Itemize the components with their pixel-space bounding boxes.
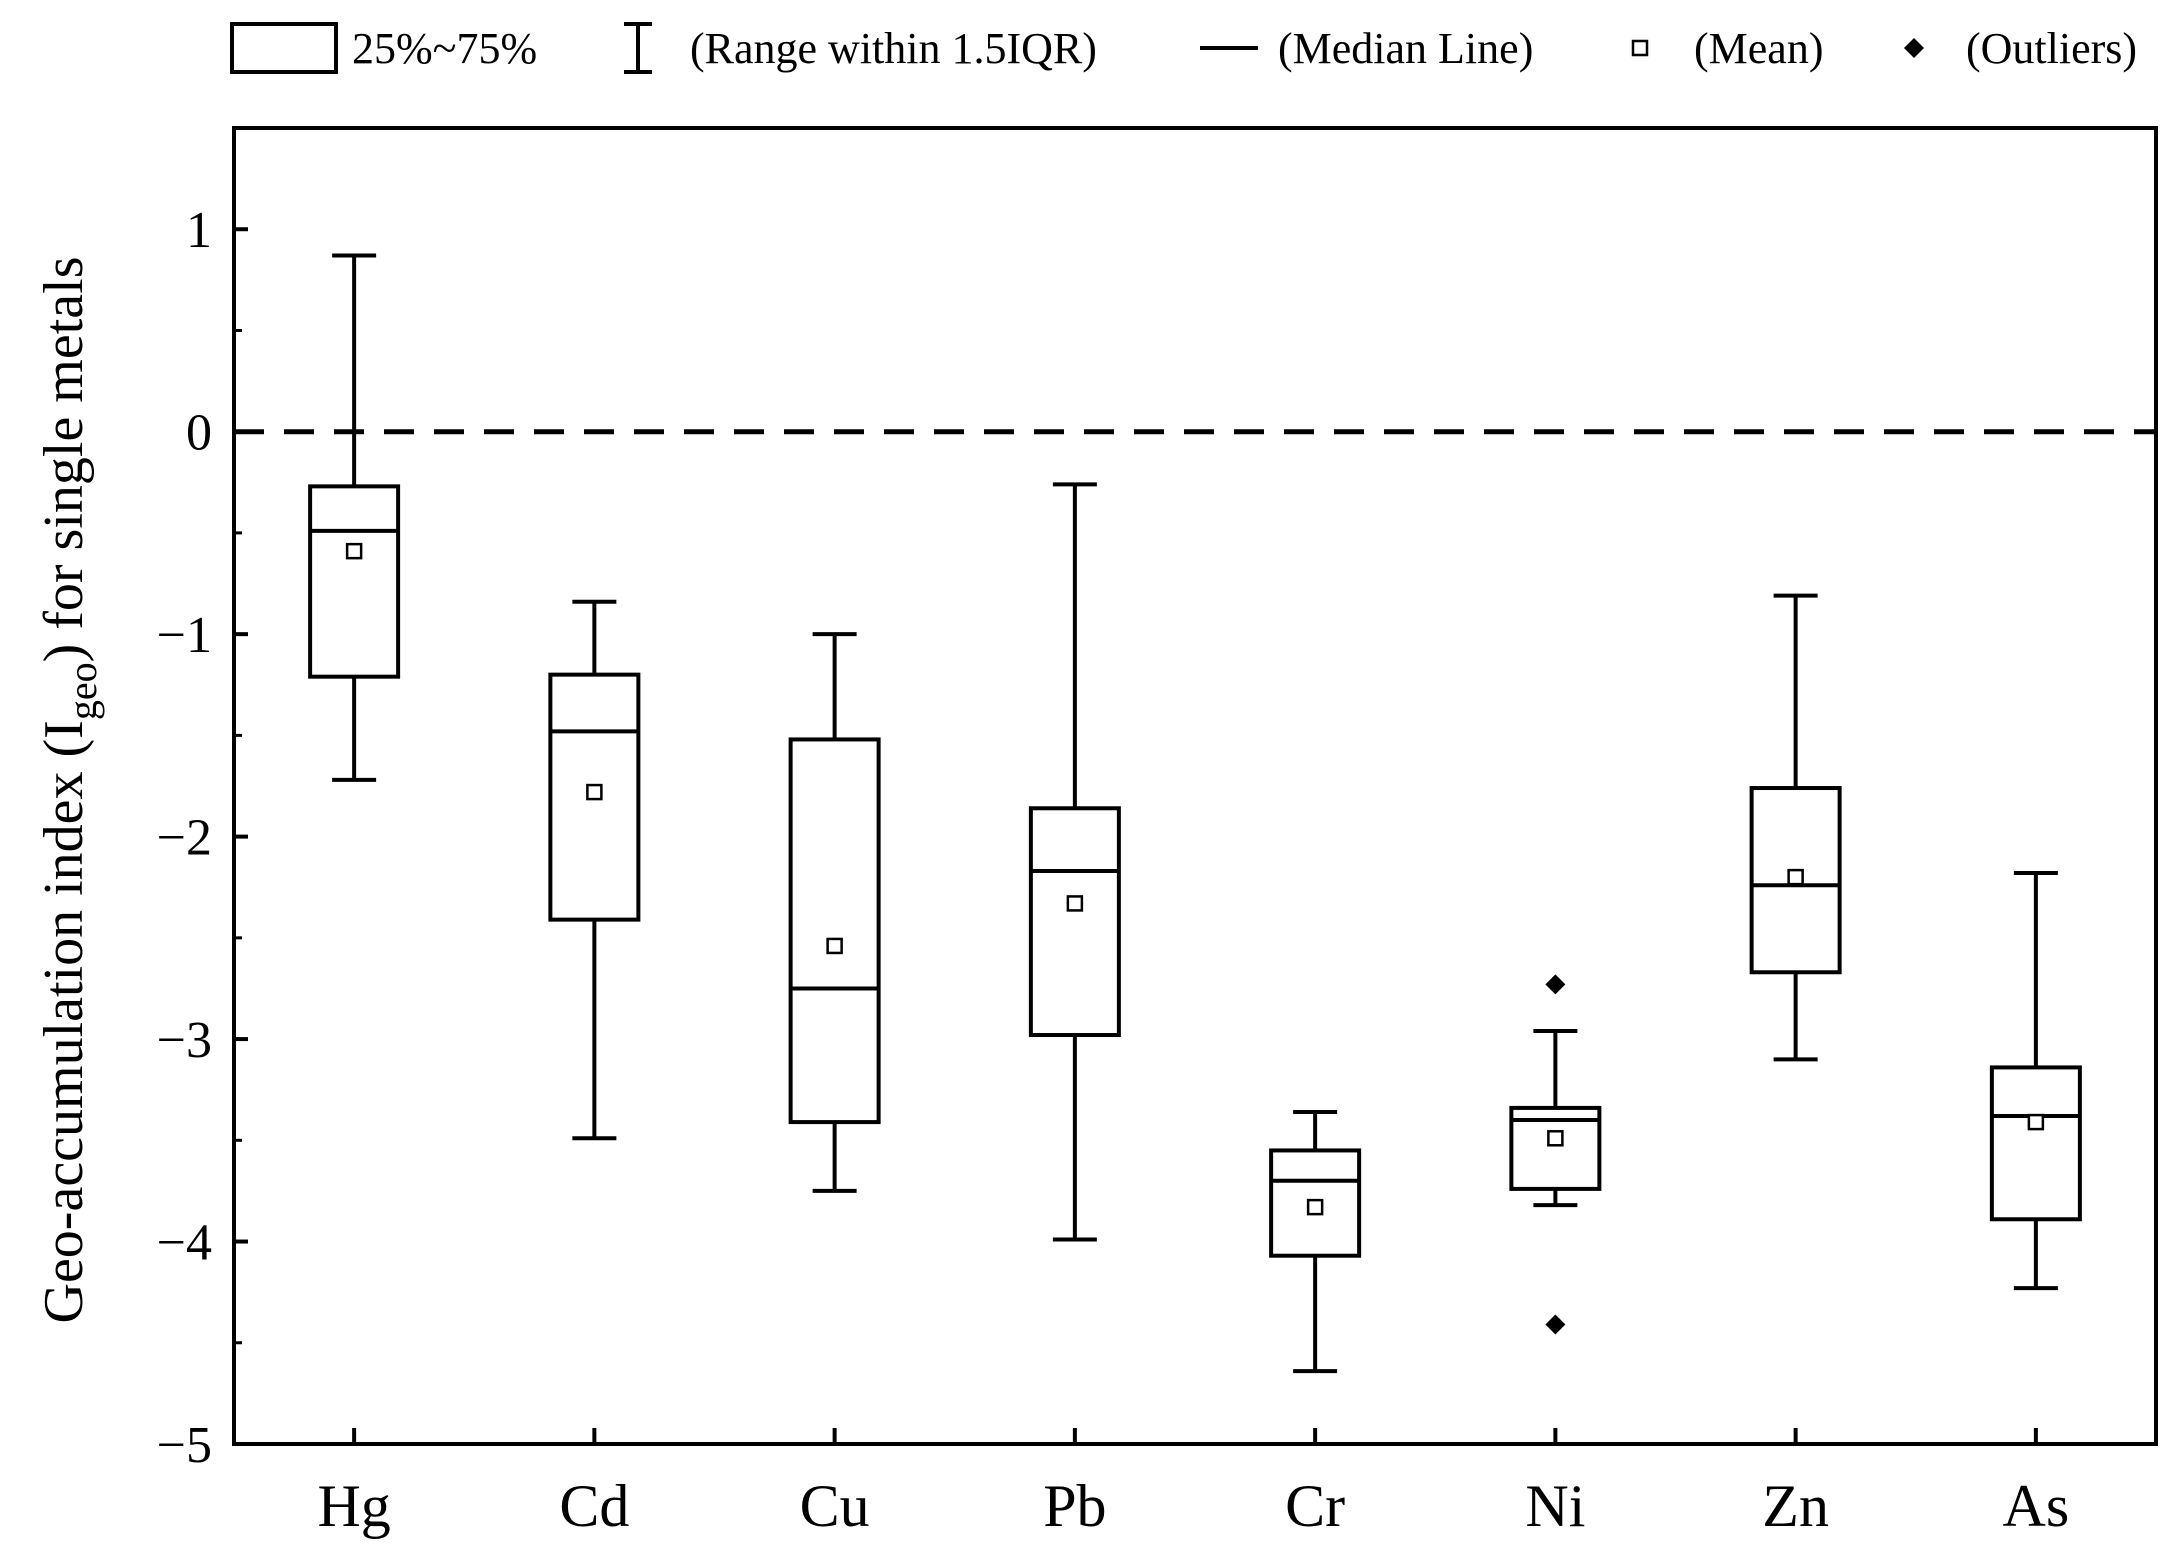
- iqr-box: [1749, 786, 1842, 975]
- y-tick-label: −2: [157, 810, 212, 867]
- x-tick-label: As: [2003, 1473, 2070, 1539]
- iqr-box: [1509, 1105, 1602, 1191]
- x-tick-label: Cr: [1285, 1473, 1345, 1539]
- boxes-layer: [308, 253, 2082, 1374]
- legend-median-label: (Median Line): [1278, 24, 1533, 73]
- y-axis-label: Geo-accumulation index (Igeo) for single…: [33, 257, 105, 1324]
- box-pb: [1028, 482, 1121, 1242]
- mean-marker: [586, 783, 603, 801]
- x-tick-label: Ni: [1525, 1473, 1585, 1539]
- y-axis-label-tail: ) for single metals: [33, 257, 95, 663]
- iqr-box: [308, 484, 401, 679]
- iqr-box: [788, 737, 881, 1125]
- y-tick-label: −4: [157, 1215, 212, 1272]
- outlier-marker: [1545, 974, 1566, 995]
- mean-marker: [1066, 895, 1084, 912]
- legend-mean-symbol: [1631, 39, 1649, 57]
- x-tick-label: Zn: [1762, 1473, 1829, 1539]
- box-cr: [1269, 1109, 1362, 1374]
- mean-marker: [2027, 1113, 2045, 1131]
- mean-marker: [1787, 868, 1804, 886]
- y-tick-label: −1: [157, 607, 212, 664]
- outlier-marker: [1545, 1314, 1566, 1335]
- mean-marker: [1547, 1130, 1564, 1147]
- y-tick-label: −3: [157, 1012, 212, 1069]
- legend-whisker-symbol: [624, 22, 652, 74]
- iqr-box: [1028, 806, 1121, 1038]
- iqr-box: [1269, 1148, 1362, 1258]
- mean-marker: [345, 542, 363, 560]
- x-tick-label: Pb: [1043, 1473, 1106, 1539]
- box-cu: [788, 632, 881, 1193]
- axis-layer: 1 0 −1 −2 −3 −4 −5 Hg Cd Cu Pb Cr Ni Zn As: [157, 202, 2070, 1539]
- box-as: [1989, 871, 2082, 1291]
- x-tick-label: Cu: [800, 1473, 870, 1539]
- y-axis-label-main: Geo-accumulation index (I: [33, 720, 95, 1323]
- box-ni: [1509, 974, 1602, 1335]
- mean-marker: [826, 937, 843, 955]
- iqr-box: [548, 672, 641, 922]
- legend-outlier-label: (Outliers): [1966, 24, 2137, 73]
- box-cd: [548, 599, 641, 1141]
- legend-mean-label: (Mean): [1694, 24, 1824, 73]
- legend-box-label: 25%~75%: [352, 24, 537, 73]
- x-tick-label: Hg: [317, 1473, 390, 1539]
- box-hg: [308, 253, 401, 782]
- legend-whisker-label: (Range within 1.5IQR): [690, 24, 1097, 73]
- iqr-box: [1989, 1065, 2082, 1222]
- x-tick-label: Cd: [559, 1473, 629, 1539]
- plot-frame: [232, 126, 2158, 1446]
- legend-box-symbol: [230, 22, 338, 74]
- y-tick-label: 1: [186, 202, 212, 259]
- legend: 25%~75% (Range within 1.5IQR) (Median Li…: [230, 22, 2137, 74]
- y-tick-label: 0: [186, 405, 212, 462]
- y-tick-label: −5: [157, 1417, 212, 1474]
- box-zn: [1749, 593, 1842, 1062]
- legend-outlier-symbol: [1904, 38, 1924, 58]
- mean-marker: [1306, 1198, 1324, 1216]
- y-axis-label-subscript: geo: [60, 662, 105, 720]
